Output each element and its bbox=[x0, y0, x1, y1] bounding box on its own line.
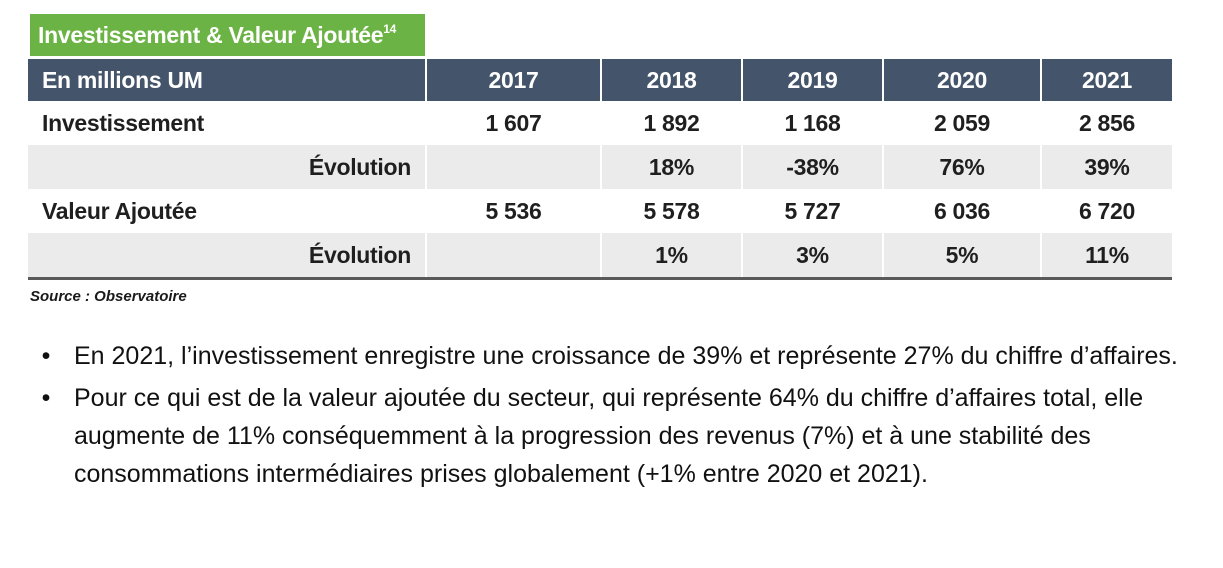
section-title-text: Investissement & Valeur Ajoutée bbox=[38, 22, 384, 48]
table-cell: 6 036 bbox=[883, 189, 1042, 233]
table-cell: 76% bbox=[883, 145, 1042, 189]
table-cell: 11% bbox=[1041, 233, 1172, 280]
table-cell: 18% bbox=[601, 145, 743, 189]
table-cell bbox=[426, 145, 602, 189]
list-item: • Pour ce qui est de la valeur ajoutée d… bbox=[36, 379, 1216, 493]
bullet-list: • En 2021, l’investissement enregistre u… bbox=[36, 337, 1216, 497]
table-cell: 5 727 bbox=[742, 189, 884, 233]
table-cell: 2 856 bbox=[1078, 109, 1136, 136]
year-header: 2018 bbox=[601, 59, 743, 101]
table-cell: 1 607 bbox=[426, 101, 602, 145]
row-label: Évolution bbox=[28, 145, 427, 189]
source-note: Source : Observatoire bbox=[30, 288, 187, 305]
unit-label: En millions UM bbox=[28, 59, 427, 101]
table-cell: 3% bbox=[742, 233, 884, 280]
table-cell: -38% bbox=[742, 145, 884, 189]
table-cell: 5 536 bbox=[426, 189, 602, 233]
table-cell: 2 059 bbox=[883, 101, 1042, 145]
list-item: • En 2021, l’investissement enregistre u… bbox=[36, 337, 1216, 375]
bullet-text: Pour ce qui est de la valeur ajoutée du … bbox=[74, 384, 1144, 488]
bullet-icon: • bbox=[41, 342, 51, 370]
bullet-text: En 2021, l’investissement enregistre une… bbox=[74, 342, 1178, 370]
table-cell bbox=[426, 233, 602, 280]
table-row-evolution-valeur-ajoutee: Évolution 1% 3% 5% 11% bbox=[28, 233, 1172, 280]
table-header-row: En millions UM 2017 2018 2019 2020 2021 bbox=[28, 59, 1172, 101]
table-row-valeur-ajoutee: Valeur Ajoutée 5 536 5 578 5 727 6 036 6… bbox=[28, 189, 1172, 233]
row-label: Évolution bbox=[28, 233, 427, 280]
row-label: Investissement bbox=[28, 101, 427, 145]
footnote-marker: 14 bbox=[383, 22, 396, 36]
bullet-icon: • bbox=[41, 384, 51, 412]
table-cell: 5 578 bbox=[601, 189, 743, 233]
year-header: 2017 bbox=[426, 59, 602, 101]
table-row-investissement: Investissement 1 607 1 892 1 168 2 059 2… bbox=[28, 101, 1172, 145]
table-cell: 1 892 bbox=[601, 101, 743, 145]
year-header: 2021 bbox=[1041, 59, 1172, 101]
investment-table: En millions UM 2017 2018 2019 2020 2021 … bbox=[28, 59, 1172, 280]
section-title: Investissement & Valeur Ajoutée14 bbox=[30, 14, 425, 56]
table-row-evolution-investissement: Évolution 18% -38% 76% 39% bbox=[28, 145, 1172, 189]
row-label: Valeur Ajoutée bbox=[28, 189, 427, 233]
table-cell: 5% bbox=[883, 233, 1042, 280]
table-cell: 1 168 bbox=[742, 101, 884, 145]
table-cell: 6 720 bbox=[1078, 197, 1136, 224]
year-header: 2019 bbox=[742, 59, 884, 101]
table-cell: 39% bbox=[1041, 145, 1172, 189]
table-cell: 1% bbox=[601, 233, 743, 280]
year-header: 2020 bbox=[883, 59, 1042, 101]
